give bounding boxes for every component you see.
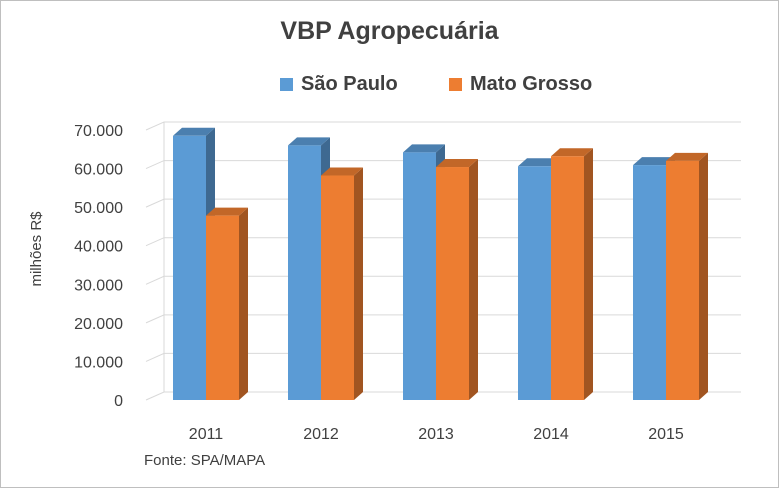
legend-swatch-sao-paulo [280,78,293,91]
y-tick-label: 20.000 [74,316,123,333]
x-tick-label: 2011 [189,426,224,443]
y-tick-label: 50.000 [74,200,123,217]
y-tick-label: 70.000 [74,123,123,140]
legend-label-mato-grosso: Mato Grosso [470,73,593,95]
x-tick-label: 2012 [303,426,339,443]
y-tick-label: 40.000 [74,239,123,256]
x-tick-label: 2013 [418,426,454,443]
x-tick-label: 2014 [533,426,569,443]
chart-title: VBP Agropecuária [280,17,499,45]
y-tick-label: 10.000 [74,354,123,371]
source-note: Fonte: SPA/MAPA [144,452,266,469]
chart-legend: São Paulo Mato Grosso [1,73,778,99]
bar-mato-grosso-2015 [666,152,708,400]
legend-swatch-mato-grosso [449,78,462,91]
y-tick-labels: 0 10.000 20.000 30.000 40.000 50.000 60.000 70.… [74,123,123,410]
legend-label-sao-paulo: São Paulo [301,73,398,95]
y-tick-label: 0 [114,393,123,410]
x-tick-label: 2015 [648,426,684,443]
y-axis-label: milhões R$ [28,211,45,287]
bar-mato-grosso-2012 [321,167,363,400]
bar-mato-grosso-2013 [436,159,478,400]
y-tick-label: 60.000 [74,162,123,179]
x-tick-labels: 2011 2012 2013 2014 2015 [189,426,684,443]
legend-item-mato-grosso: Mato Grosso [449,73,592,96]
bar-mato-grosso-2011 [206,207,248,400]
y-tick-label: 30.000 [74,277,123,294]
legend-item-sao-paulo: São Paulo [280,73,398,96]
gridline [145,121,741,131]
bar-mato-grosso-2014 [551,148,593,400]
bars [173,127,708,401]
